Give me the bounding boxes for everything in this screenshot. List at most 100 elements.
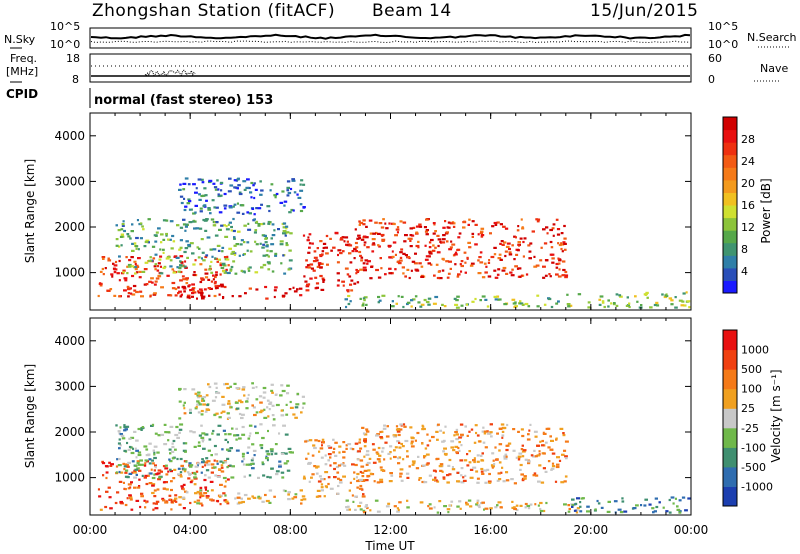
data-cell [179, 423, 184, 426]
data-cell [394, 446, 398, 449]
data-cell [511, 500, 514, 503]
data-cell [455, 433, 459, 436]
data-cell [308, 439, 313, 442]
data-cell [153, 453, 156, 456]
data-cell [221, 410, 226, 413]
data-cell [406, 268, 410, 271]
data-cell [516, 229, 520, 232]
data-cell [550, 468, 553, 471]
data-cell [134, 464, 138, 467]
data-cell [104, 505, 108, 509]
data-cell [242, 458, 246, 461]
y-tick-label: 4000 [54, 129, 85, 143]
data-cell [135, 473, 138, 476]
data-cell [372, 461, 377, 464]
data-cell [147, 241, 150, 244]
data-cell [333, 467, 336, 471]
data-cell [457, 236, 461, 239]
data-cell [526, 504, 531, 508]
data-cell [517, 241, 521, 244]
data-cell [210, 454, 213, 457]
data-cell [131, 274, 135, 278]
data-cell [376, 481, 381, 484]
data-cell [245, 463, 250, 466]
data-cell [139, 222, 143, 225]
data-cell [264, 285, 268, 289]
data-cell [278, 432, 281, 435]
data-cell [332, 438, 335, 441]
data-cell [480, 234, 485, 237]
data-cell [193, 445, 197, 448]
data-cell [118, 480, 123, 483]
data-cell [488, 481, 492, 484]
data-cell [556, 463, 560, 466]
data-cell [262, 386, 267, 390]
data-cell [127, 461, 131, 464]
data-cell [255, 386, 258, 389]
data-cell [167, 294, 171, 297]
data-cell [580, 497, 584, 500]
data-cell [371, 443, 375, 446]
data-cell [261, 500, 265, 503]
data-cell [160, 433, 164, 436]
data-cell [465, 303, 468, 306]
data-cell [361, 426, 365, 429]
data-cell [640, 504, 643, 507]
data-cell [396, 260, 399, 263]
data-cell [172, 439, 176, 443]
data-cell [384, 441, 388, 444]
data-cell [259, 401, 263, 404]
data-cell [280, 384, 284, 387]
data-cell [389, 457, 392, 460]
data-cell [351, 250, 355, 253]
data-cell [564, 440, 569, 443]
data-cell [447, 511, 450, 514]
data-cell [253, 454, 256, 457]
data-cell [194, 465, 199, 468]
data-cell [122, 269, 126, 272]
data-cell [396, 440, 400, 443]
data-cell [300, 498, 304, 502]
data-cell [437, 238, 442, 241]
data-cell [307, 266, 312, 269]
data-cell [356, 479, 360, 483]
data-cell [558, 259, 562, 262]
colorbar-swatch [723, 167, 737, 181]
data-cell [416, 431, 420, 435]
data-cell [205, 408, 210, 411]
data-cell [476, 460, 480, 463]
data-cell [232, 260, 236, 263]
data-cell [450, 440, 455, 443]
data-cell [490, 255, 495, 259]
data-cell [137, 248, 140, 251]
data-cell [410, 269, 413, 272]
data-cell [400, 479, 404, 482]
data-cell [255, 207, 258, 210]
data-cell [358, 438, 362, 441]
data-cell [315, 472, 319, 475]
data-cell [237, 230, 241, 233]
data-cell [199, 486, 203, 489]
data-cell [483, 430, 488, 433]
data-cell [171, 234, 175, 238]
data-cell [646, 296, 649, 299]
data-cell [411, 460, 416, 463]
data-cell [167, 470, 170, 473]
data-cell [243, 188, 247, 191]
data-cell [480, 230, 484, 233]
data-cell [171, 287, 176, 290]
data-cell [468, 450, 471, 453]
data-cell [198, 403, 202, 406]
data-cell [529, 503, 533, 506]
data-cell [127, 487, 131, 490]
data-cell [436, 234, 440, 237]
data-cell [648, 503, 652, 506]
data-cell [417, 301, 421, 304]
data-cell [147, 472, 151, 475]
data-cell [388, 267, 392, 270]
data-cell [229, 406, 232, 409]
data-cell [389, 256, 394, 259]
data-cell [541, 439, 544, 443]
data-cell [468, 461, 472, 464]
data-cell [513, 235, 516, 238]
